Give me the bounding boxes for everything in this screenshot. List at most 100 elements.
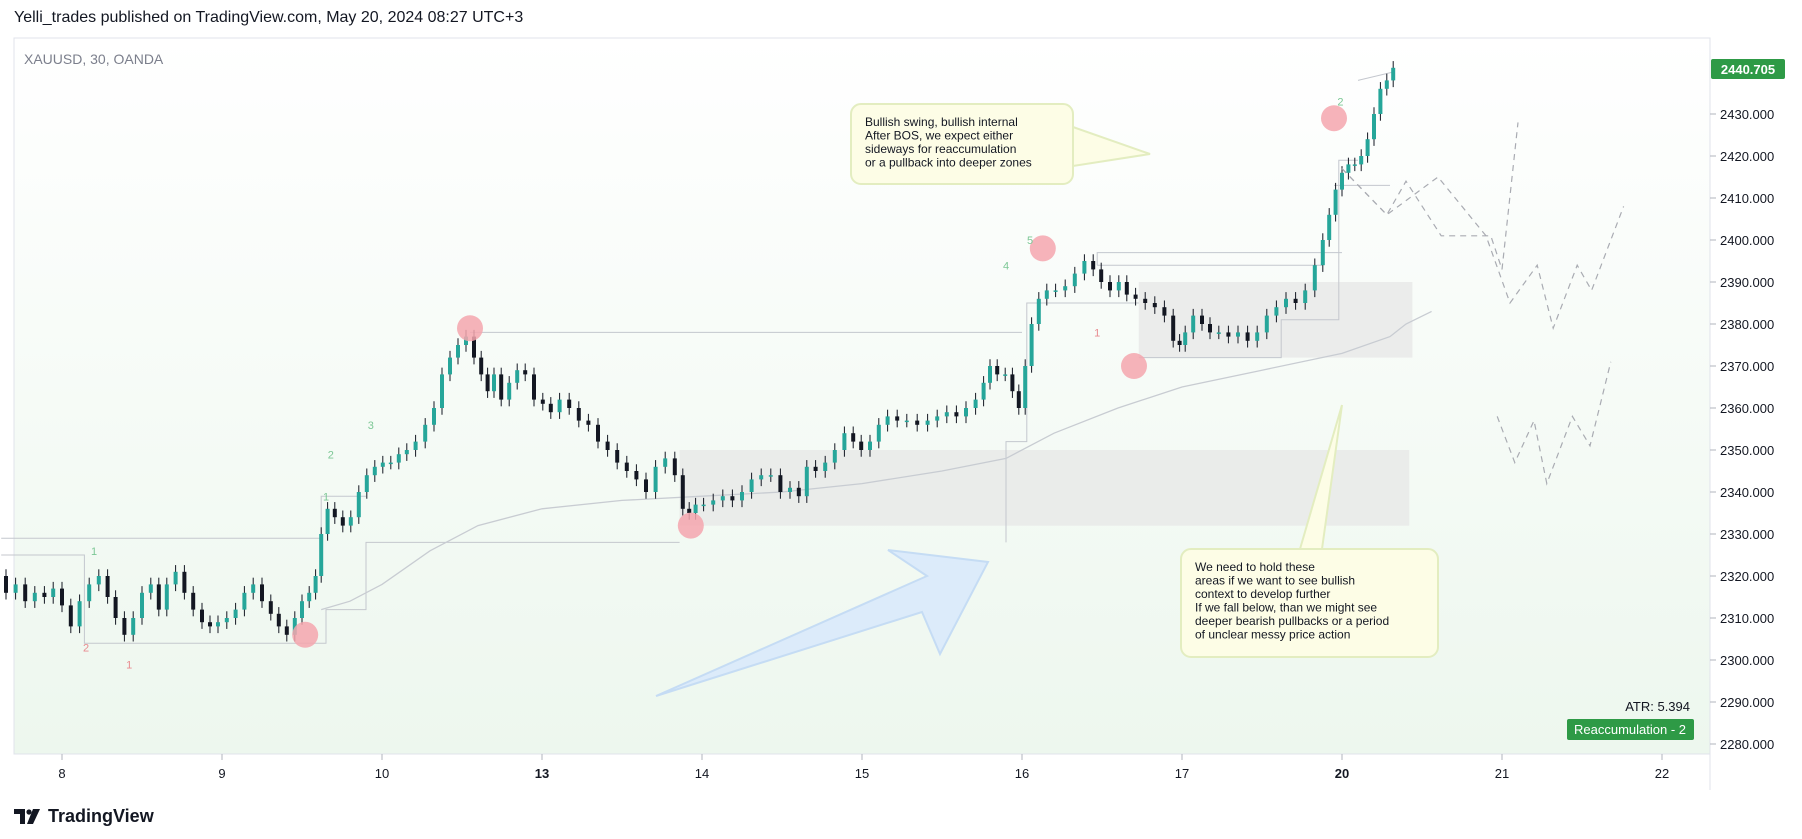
y-tick-label: 2290.000 [1720,695,1774,710]
swing-count-label: 1 [91,546,97,558]
footer-brand[interactable]: TradingView [14,803,154,829]
candle-body [1108,282,1112,291]
candle-body [586,420,591,425]
candle-body [440,374,444,408]
swing-count-label: 3 [368,420,374,432]
candle-body [77,601,82,627]
candle-body [319,534,324,576]
candle-body [51,588,56,597]
candle-body [1191,315,1196,333]
candle-body [1063,286,1068,291]
candle-body [1274,307,1279,316]
candle-body [13,584,18,593]
candle-body [615,450,620,463]
candle-body [156,584,161,610]
x-tick-label: 8 [58,766,65,781]
y-tick-label: 2330.000 [1720,527,1774,542]
indicator-badge[interactable] [1567,719,1694,740]
candle-body [251,584,256,593]
candle-body [1312,265,1317,291]
candle-body [140,592,144,618]
candle-body [332,508,337,518]
candle-body [904,420,909,423]
note-box [850,103,1074,185]
candle-body [720,496,725,501]
candle-body [988,366,992,383]
candle-body [885,416,890,425]
candle-body [224,618,229,623]
swing-count-label: 1 [126,659,132,671]
candle-body [1226,332,1231,337]
candle-body [842,433,847,450]
y-tick-label: 2400.000 [1720,233,1774,248]
structure-line [1096,252,1342,266]
swing-count-label: 2 [83,643,89,655]
y-tick-label: 2390.000 [1720,275,1774,290]
candle-body [284,626,289,635]
indicator-badge-text: Reaccumulation - 2 [1574,722,1686,737]
candle-body [113,597,118,618]
candle-body [1003,374,1008,376]
candle-body [456,345,460,358]
candle-body [292,618,297,635]
candle-body [788,487,792,492]
candle-body [567,399,572,408]
candle-body [1365,139,1370,156]
candle-body [804,466,809,497]
y-tick-label: 2350.000 [1720,443,1774,458]
pivot-marker [1121,353,1147,379]
y-tick-label: 2320.000 [1720,569,1774,584]
candle-body [1320,240,1325,266]
candle-body [105,576,110,597]
candle-body [32,592,37,602]
projection-path [1496,361,1612,486]
candle-body [944,412,949,417]
candle-body [208,622,212,627]
y-tick-label: 2420.000 [1720,149,1774,164]
candle-body [596,424,600,442]
candle-body [340,517,345,526]
candle-body [1245,332,1250,341]
candle-body [507,382,512,400]
candle-body [693,504,698,513]
candle-body [1152,303,1157,308]
candle-body [1303,290,1308,303]
note-line: sideways for reaccumulation [865,142,1016,156]
candle-body [164,584,169,610]
candle-body [413,441,418,450]
swing-count-label: 2 [328,449,334,461]
note-line: or a pullback into deeper zones [865,156,1032,170]
supply-demand-zone [679,450,1410,526]
candle-body [242,592,247,610]
candle-body [935,416,940,421]
candle-body [915,420,920,425]
projection-path [1341,122,1519,270]
y-tick-label: 2280.000 [1720,737,1774,752]
candle-body [68,605,73,627]
candle-body [372,466,377,476]
candle-body [1384,80,1389,89]
note-line: of unclear messy price action [1195,628,1350,642]
x-tick-label: 17 [1175,766,1189,781]
note-box [1180,548,1439,658]
x-tick-label: 13 [535,766,549,781]
y-tick-label: 2430.000 [1720,107,1774,122]
x-tick-label: 16 [1015,766,1029,781]
candle-body [404,450,409,455]
candle-body [191,592,196,610]
candle-body [1124,282,1129,295]
candle-body [778,475,783,492]
x-tick-label: 22 [1655,766,1669,781]
candle-body [964,408,968,417]
swing-count-label: 1 [1094,328,1100,340]
pivot-marker [1321,105,1347,132]
candle-body [925,420,930,425]
candle-body [448,357,452,375]
swing-count-label: 1 [323,491,329,503]
projection-path [1341,168,1625,331]
candle-body [851,433,856,442]
candle-body [182,571,187,593]
